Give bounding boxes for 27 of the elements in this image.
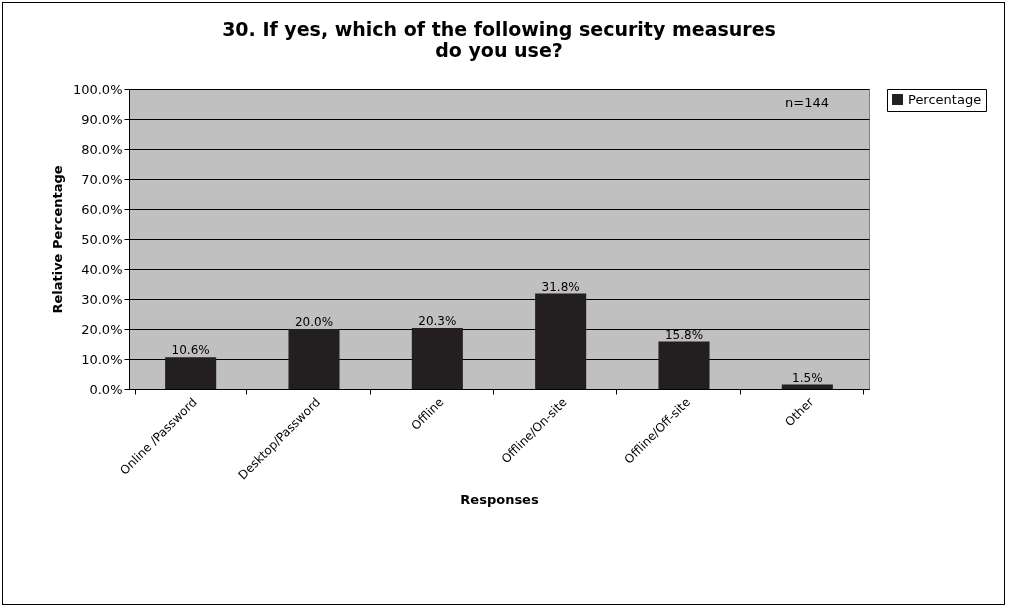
y-tick-label: 90.0% <box>81 111 123 127</box>
bar <box>288 329 340 389</box>
x-axis-title: Responses <box>460 491 539 507</box>
y-tick-label: 70.0% <box>81 171 123 187</box>
y-tick-label: 40.0% <box>81 261 123 277</box>
data-label: 10.6% <box>171 343 210 358</box>
y-tick-label: 100.0% <box>72 81 123 97</box>
annotation: n=144 <box>785 95 829 110</box>
bar <box>658 341 710 389</box>
data-label: 20.0% <box>294 315 334 329</box>
bar <box>535 293 587 389</box>
y-axis-title: Relative Percentage <box>49 165 65 314</box>
y-tick-label: 80.0% <box>81 141 123 157</box>
data-label: 15.8% <box>664 327 704 342</box>
y-tick-label: 60.0% <box>81 201 123 217</box>
bar <box>165 357 217 389</box>
y-tick-label: 30.0% <box>81 291 123 307</box>
y-tick-label: 0.0% <box>89 381 123 397</box>
bar <box>411 328 463 389</box>
y-tick-label: 20.0% <box>81 321 123 337</box>
y-tick-label: 10.0% <box>81 351 123 367</box>
legend-label: Percentage <box>908 91 982 107</box>
chart-title: 30. If yes, which of the following security measures do you use? <box>222 18 776 61</box>
data-label: 20.3% <box>418 314 457 329</box>
y-tick-label: 50.0% <box>81 231 123 247</box>
data-label: 1.5% <box>792 370 823 385</box>
data-label: 31.8% <box>541 279 580 294</box>
